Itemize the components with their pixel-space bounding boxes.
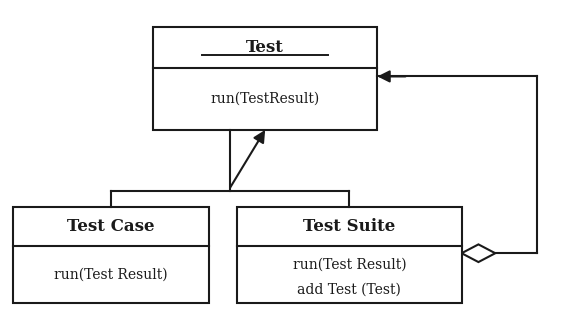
Text: run(TestResult): run(TestResult) bbox=[210, 92, 320, 106]
Bar bbox=[153, 27, 377, 130]
Polygon shape bbox=[461, 244, 495, 262]
Text: Test Case: Test Case bbox=[67, 218, 155, 235]
Bar bbox=[12, 207, 209, 303]
Text: run(Test Result): run(Test Result) bbox=[293, 257, 406, 272]
Text: Test: Test bbox=[246, 39, 284, 56]
Text: Test Suite: Test Suite bbox=[303, 218, 395, 235]
Bar bbox=[237, 207, 461, 303]
Text: run(Test Result): run(Test Result) bbox=[54, 267, 168, 282]
Text: add Test (Test): add Test (Test) bbox=[297, 283, 401, 296]
